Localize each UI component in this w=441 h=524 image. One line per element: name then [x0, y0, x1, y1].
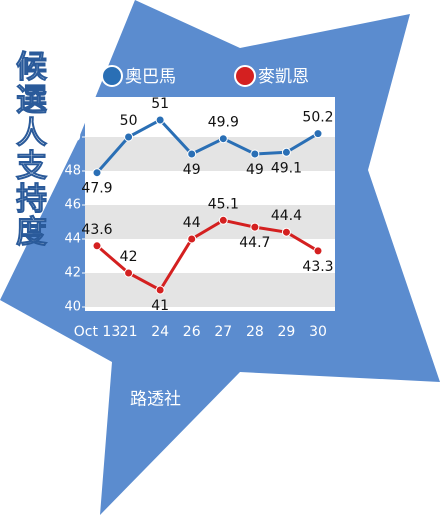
x-tick-label: Oct 13: [74, 324, 120, 340]
data-label: 49.9: [208, 115, 239, 131]
y-tick-label: 44: [64, 232, 81, 247]
data-label: 49.1: [271, 160, 302, 176]
point: [281, 147, 291, 157]
source: 路透社: [130, 390, 181, 410]
data-label: 41: [151, 298, 169, 314]
grid-band: [85, 273, 335, 307]
chart-title: 候選人支持度: [10, 50, 47, 249]
point: [313, 129, 323, 139]
y-tick-label: 40: [64, 300, 81, 315]
x-tick-label: 29: [278, 324, 296, 340]
point: [250, 149, 260, 159]
data-label: 50: [120, 113, 138, 129]
series-line: [95, 118, 319, 174]
point: [187, 234, 197, 244]
point: [124, 268, 134, 278]
point: [250, 222, 260, 232]
data-label: 47.9: [81, 181, 112, 197]
point: [218, 215, 228, 225]
x-tick-label: 24: [151, 324, 169, 340]
series-line: [96, 218, 319, 292]
legend-icon: [234, 65, 256, 87]
point: [218, 134, 228, 144]
x-tick-label: 28: [246, 324, 264, 340]
data-label: 49: [183, 162, 201, 178]
point: [187, 149, 197, 159]
data-label: 44.4: [271, 208, 302, 224]
data-label: 45.1: [208, 196, 239, 212]
data-label: 50.2: [302, 110, 333, 126]
data-label: 43.6: [81, 222, 112, 238]
legend-label: 麥凱恩: [258, 67, 309, 87]
y-tick-label: 52: [64, 96, 81, 111]
x-tick-label: 30: [309, 324, 327, 340]
y-tick-label: 48: [64, 164, 81, 179]
point: [124, 132, 134, 142]
data-label: 49: [246, 162, 264, 178]
data-label: 43.3: [302, 259, 333, 275]
x-tick-label: 27: [214, 324, 232, 340]
y-tick-label: 46: [64, 198, 81, 213]
point: [155, 115, 165, 125]
grid-band: [85, 205, 335, 239]
y-tick-label: 42: [64, 266, 81, 281]
y-tick-label: 50: [64, 130, 81, 145]
point: [92, 241, 102, 251]
x-tick-label: 21: [120, 324, 138, 340]
data-label: 44: [183, 215, 201, 231]
point: [155, 285, 165, 295]
point: [313, 246, 323, 256]
point: [281, 227, 291, 237]
legend-icon: [101, 65, 123, 87]
point: [92, 168, 102, 178]
data-label: 42: [120, 249, 138, 265]
data-label: 51: [151, 96, 169, 112]
legend-label: 奧巴馬: [125, 67, 176, 87]
x-tick-label: 26: [183, 324, 201, 340]
data-label: 44.7: [239, 235, 270, 251]
grid-band: [85, 137, 335, 171]
